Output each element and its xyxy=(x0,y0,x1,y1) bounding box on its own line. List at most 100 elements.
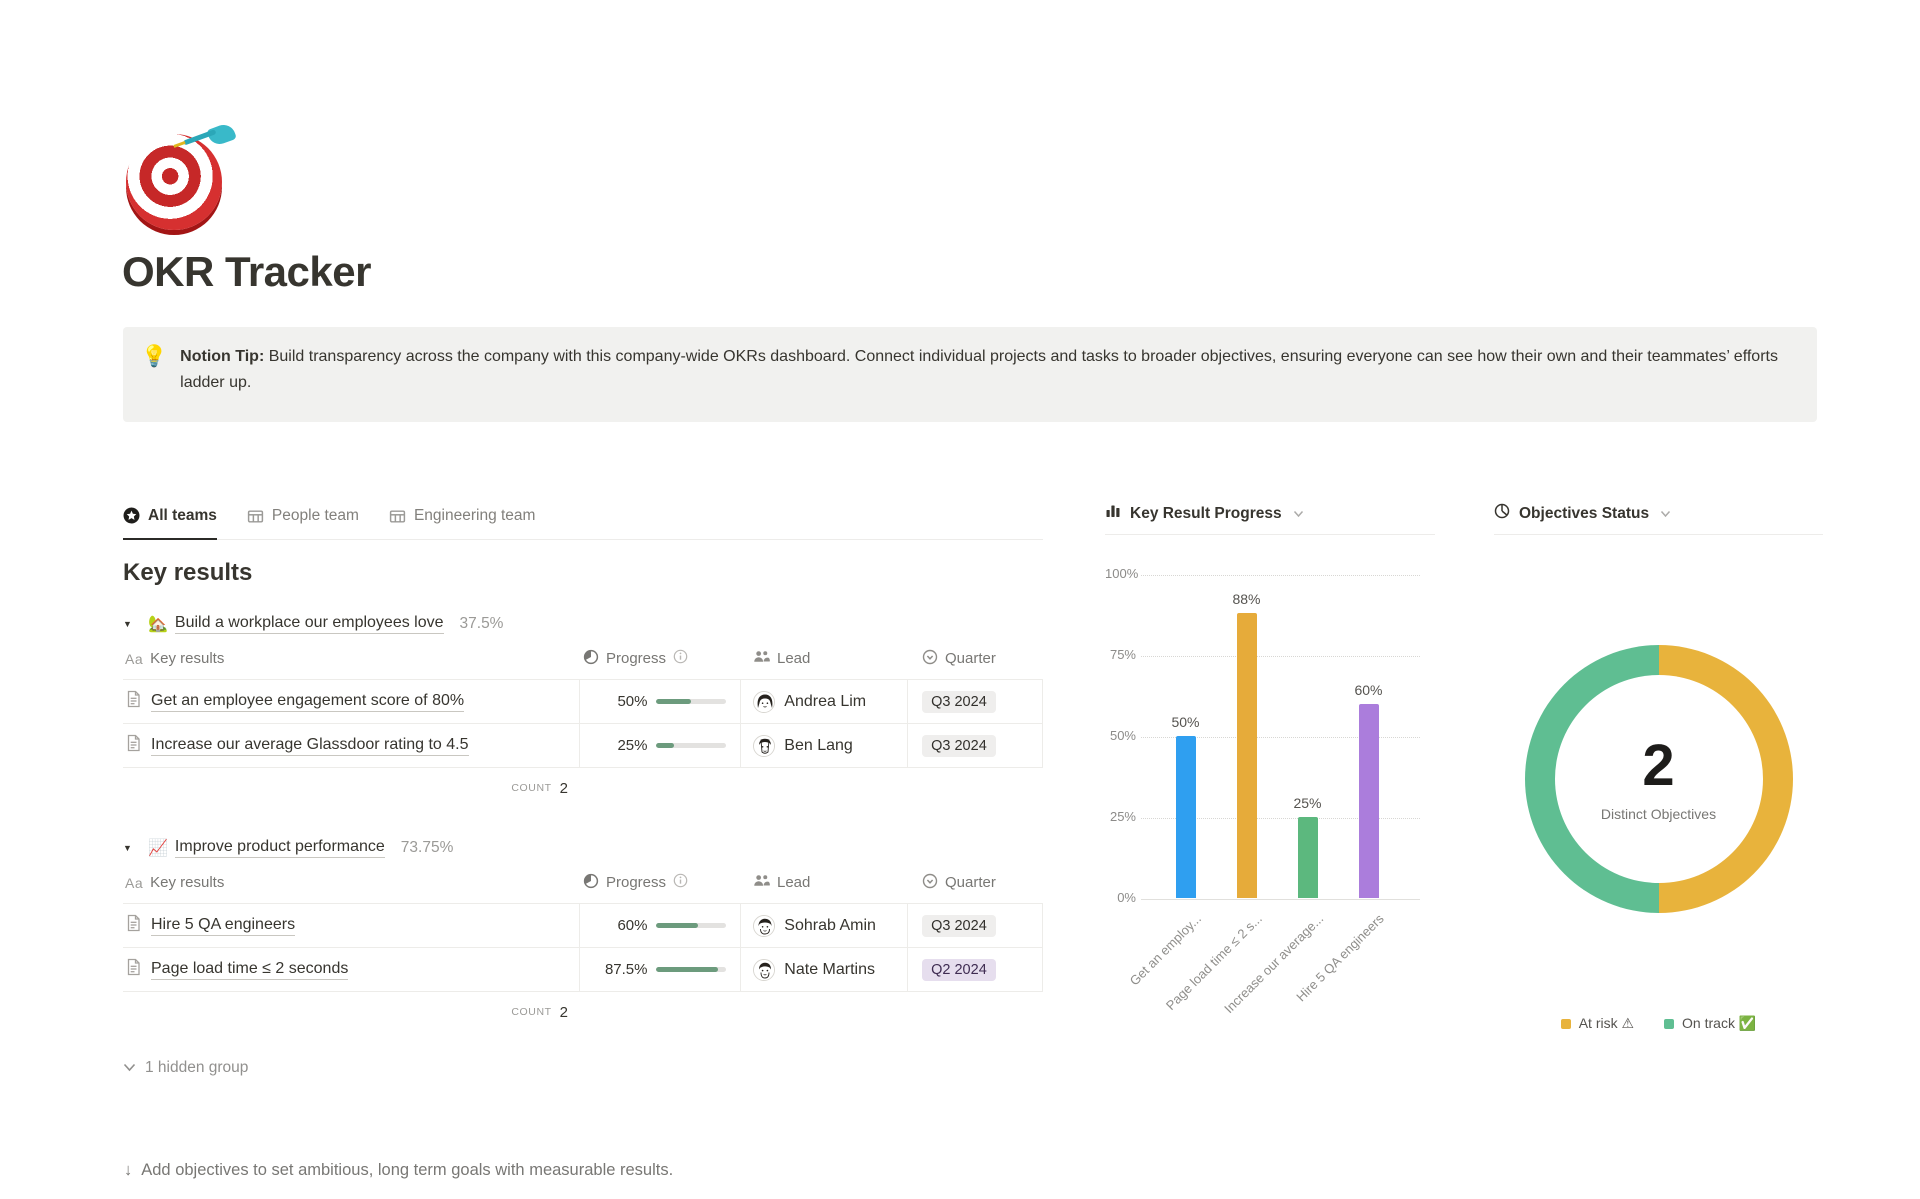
cell-quarter[interactable]: Q2 2024 xyxy=(907,948,1042,991)
y-axis-label: 100% xyxy=(1105,566,1139,581)
select-circle-chevron-icon xyxy=(922,649,938,669)
table-row: Increase our average Glassdoor rating to… xyxy=(123,724,1043,768)
bar-2 xyxy=(1297,817,1318,898)
page-icon-document xyxy=(125,958,142,981)
key-result-link[interactable]: Get an employee engagement score of 80% xyxy=(151,692,465,712)
key-result-link[interactable]: Page load time ≤ 2 seconds xyxy=(151,960,349,980)
tab-engineering-team[interactable]: Engineering team xyxy=(389,503,536,539)
cell-lead[interactable]: Ben Lang xyxy=(740,724,907,767)
y-axis-label: 25% xyxy=(1109,809,1136,824)
legend-label: On track ✅ xyxy=(1682,1015,1757,1031)
progress-bar-fill xyxy=(656,743,674,748)
progress-bar-fill xyxy=(656,699,692,704)
count-row[interactable]: COUNT 2 xyxy=(123,768,580,808)
group-percent: 37.5% xyxy=(459,615,504,632)
cell-quarter[interactable]: Q3 2024 xyxy=(907,904,1042,947)
down-arrow-icon: ↓ xyxy=(124,1161,133,1179)
key-result-link[interactable]: Hire 5 QA engineers xyxy=(151,916,296,936)
tab-label: People team xyxy=(271,507,359,524)
rollup-gauge-icon xyxy=(583,649,599,669)
group-title-link[interactable]: Improve product performance xyxy=(174,838,385,858)
count-value: 2 xyxy=(559,1003,568,1021)
objectives-status-chart-card: Objectives Status 2 Distinct Objectives … xyxy=(1494,503,1823,1032)
gridline xyxy=(1141,818,1420,819)
quarter-tag: Q3 2024 xyxy=(922,914,996,937)
quarter-tag: Q3 2024 xyxy=(922,690,996,713)
key-result-link[interactable]: Increase our average Glassdoor rating to… xyxy=(151,736,469,756)
progress-bar-fill xyxy=(656,923,699,928)
column-header-lead[interactable]: Lead xyxy=(741,638,908,679)
column-header-lead[interactable]: Lead xyxy=(741,862,908,903)
y-axis-label: 0% xyxy=(1117,890,1136,905)
group-header: ▼ 🏡 Build a workplace our employees love… xyxy=(123,610,1043,638)
donut-center-label: Distinct Objectives xyxy=(1600,805,1717,822)
text-property-icon: Aa xyxy=(125,650,144,667)
callout-text: Notion Tip: Build transparency across th… xyxy=(180,344,1793,396)
bar-value-label: 60% xyxy=(1354,682,1383,698)
cell-lead[interactable]: Nate Martins xyxy=(740,948,907,991)
section-title: Key results xyxy=(123,559,253,586)
tab-label: Engineering team xyxy=(413,507,536,524)
cell-quarter[interactable]: Q3 2024 xyxy=(907,724,1042,767)
page-icon-dart-target[interactable] xyxy=(126,120,237,232)
gridline xyxy=(1141,656,1420,657)
column-header-name[interactable]: Aa Key results xyxy=(123,862,580,903)
bar-value-label: 88% xyxy=(1232,591,1261,607)
collapse-triangle-icon[interactable]: ▼ xyxy=(123,843,132,853)
column-header-name[interactable]: Aa Key results xyxy=(123,638,580,679)
chart-header: Objectives Status xyxy=(1494,503,1823,535)
group-emoji: 📈 xyxy=(148,840,168,857)
cell-quarter[interactable]: Q3 2024 xyxy=(907,680,1042,723)
quarter-tag: Q3 2024 xyxy=(922,734,996,757)
legend-item-on-track[interactable]: On track ✅ xyxy=(1664,1015,1756,1032)
cell-lead[interactable]: Sohrab Amin xyxy=(740,904,907,947)
table-header-row: Aa Key results Progress Lead Quarter xyxy=(123,862,1043,904)
avatar xyxy=(753,690,776,713)
gridline xyxy=(1141,575,1420,576)
people-icon xyxy=(753,873,770,892)
bar-chart-icon xyxy=(1105,503,1121,524)
group-title-link[interactable]: Build a workplace our employees love xyxy=(174,614,444,634)
collapse-triangle-icon[interactable]: ▼ xyxy=(123,619,132,629)
bar-chart-plot: 100% 75% 50% 25% 0% 50% Get an employ... 88% Pag… xyxy=(1105,566,1435,1016)
tab-people-team[interactable]: People team xyxy=(247,503,359,539)
column-header-quarter[interactable]: Quarter xyxy=(908,638,1043,679)
cell-lead[interactable]: Andrea Lim xyxy=(740,680,907,723)
quarter-tag: Q2 2024 xyxy=(922,958,996,981)
lead-name: Ben Lang xyxy=(784,736,853,754)
callout-bold: Notion Tip: xyxy=(180,348,265,365)
dartboard-icon xyxy=(126,134,222,230)
column-header-label: Quarter xyxy=(945,874,996,891)
bar-value-label: 50% xyxy=(1171,714,1200,730)
column-header-label: Lead xyxy=(777,650,811,667)
lead-name: Nate Martins xyxy=(784,960,875,978)
page-icon-document xyxy=(125,690,142,713)
cell-name: Get an employee engagement score of 80% xyxy=(123,680,579,723)
hidden-group-toggle[interactable]: 1 hidden group xyxy=(123,1059,1043,1077)
chart-header: Key Result Progress xyxy=(1105,503,1435,535)
column-header-progress[interactable]: Progress xyxy=(580,862,741,903)
text-property-icon: Aa xyxy=(125,874,144,891)
column-header-quarter[interactable]: Quarter xyxy=(908,862,1043,903)
tab-all-teams[interactable]: All teams xyxy=(123,503,217,540)
bar-value-label: 25% xyxy=(1293,795,1322,811)
count-row[interactable]: COUNT 2 xyxy=(123,992,580,1032)
lightbulb-icon: 💡 xyxy=(141,345,168,368)
add-objectives-hint: ↓ Add objectives to set ambitious, long … xyxy=(124,1161,673,1180)
notion-tip-callout: 💡 Notion Tip: Build transparency across … xyxy=(123,327,1817,422)
count-value: 2 xyxy=(559,779,568,797)
chevron-down-icon[interactable] xyxy=(1660,505,1671,523)
legend-item-at-risk[interactable]: At risk ⚠ xyxy=(1560,1015,1634,1032)
donut-center-value: 2 xyxy=(1642,732,1675,798)
page-icon-document xyxy=(125,734,142,757)
table-row: Get an employee engagement score of 80% … xyxy=(123,680,1043,724)
chevron-down-icon[interactable] xyxy=(1293,505,1304,523)
column-header-label: Progress xyxy=(606,874,667,891)
view-tabs: All teams People team Engineering team xyxy=(123,503,1043,540)
column-header-progress[interactable]: Progress xyxy=(580,638,741,679)
people-icon xyxy=(753,649,770,668)
table-view-icon xyxy=(247,508,264,525)
rollup-gauge-icon xyxy=(583,873,599,893)
avatar xyxy=(753,734,776,757)
